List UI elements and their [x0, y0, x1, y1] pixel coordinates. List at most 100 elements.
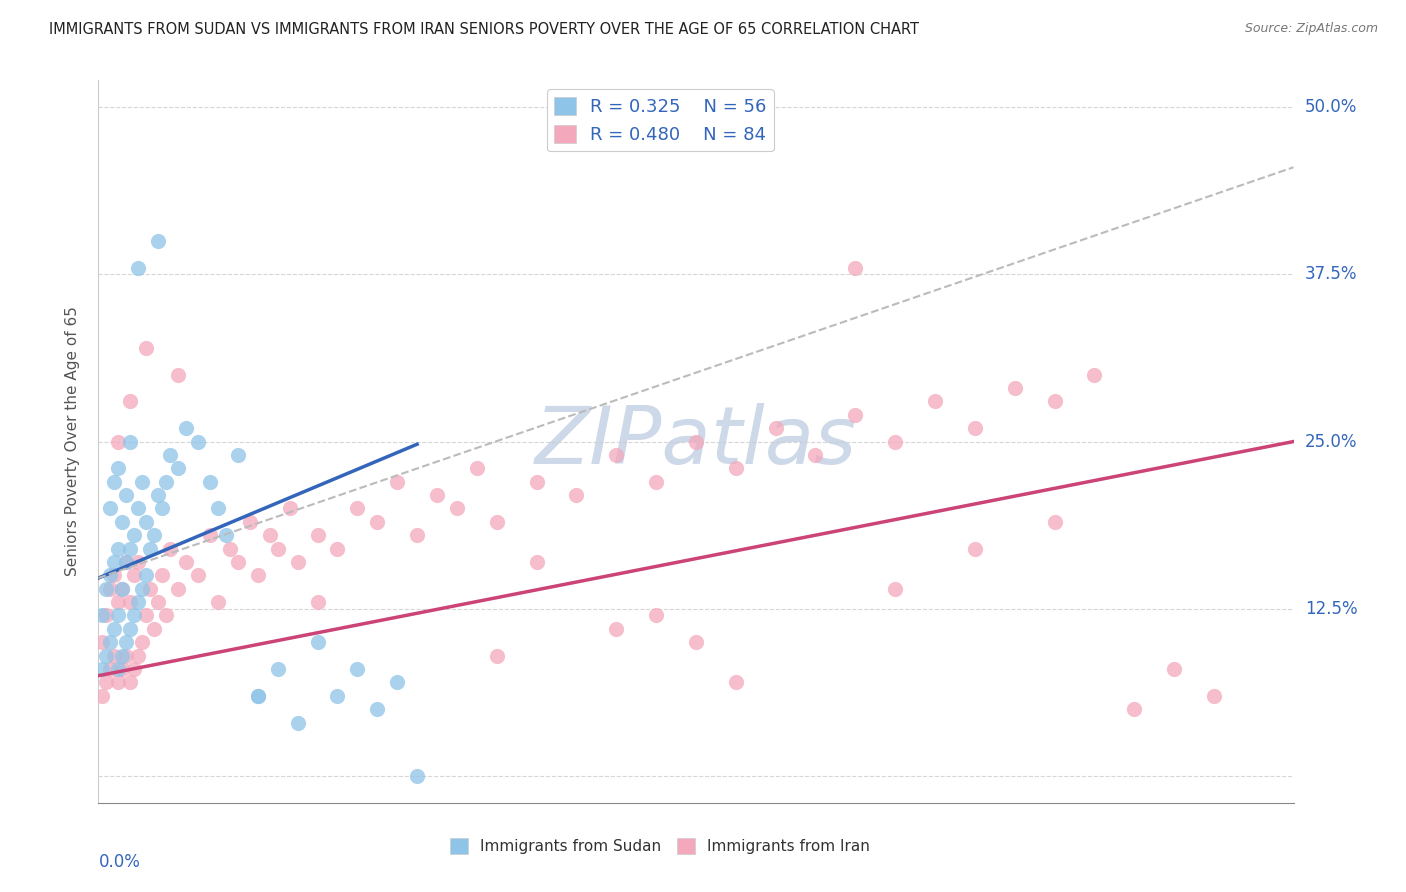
- Point: [366, 702, 388, 716]
- Point: [645, 475, 668, 489]
- Point: [107, 541, 129, 556]
- Point: [111, 582, 134, 596]
- Point: [246, 689, 269, 703]
- Point: [1123, 702, 1146, 716]
- Point: [98, 635, 122, 649]
- Point: [96, 608, 118, 623]
- Point: [120, 394, 142, 409]
- Point: [167, 582, 190, 596]
- Point: [187, 568, 209, 582]
- Text: 12.5%: 12.5%: [1305, 599, 1357, 618]
- Point: [103, 648, 125, 663]
- Point: [103, 475, 125, 489]
- Text: 50.0%: 50.0%: [1305, 98, 1357, 116]
- Point: [239, 515, 262, 529]
- Point: [724, 461, 747, 475]
- Point: [765, 421, 787, 435]
- Point: [155, 475, 177, 489]
- Point: [120, 434, 142, 449]
- Point: [287, 715, 309, 730]
- Point: [326, 689, 349, 703]
- Point: [127, 501, 149, 516]
- Point: [485, 648, 508, 663]
- Point: [844, 260, 866, 275]
- Point: [385, 675, 409, 690]
- Point: [963, 541, 986, 556]
- Point: [103, 568, 125, 582]
- Point: [111, 662, 134, 676]
- Point: [924, 394, 946, 409]
- Point: [605, 622, 627, 636]
- Point: [131, 635, 153, 649]
- Point: [187, 434, 209, 449]
- Point: [287, 555, 309, 569]
- Point: [139, 541, 162, 556]
- Point: [143, 622, 166, 636]
- Point: [685, 635, 707, 649]
- Point: [1043, 515, 1066, 529]
- Point: [91, 608, 114, 623]
- Text: IMMIGRANTS FROM SUDAN VS IMMIGRANTS FROM IRAN SENIORS POVERTY OVER THE AGE OF 65: IMMIGRANTS FROM SUDAN VS IMMIGRANTS FROM…: [49, 22, 920, 37]
- Point: [426, 488, 449, 502]
- Point: [155, 608, 177, 623]
- Point: [307, 595, 329, 609]
- Point: [226, 555, 249, 569]
- Point: [406, 769, 429, 783]
- Point: [219, 541, 242, 556]
- Point: [174, 555, 197, 569]
- Point: [278, 501, 301, 516]
- Point: [215, 528, 238, 542]
- Point: [159, 541, 181, 556]
- Point: [307, 528, 329, 542]
- Point: [107, 675, 129, 690]
- Text: 37.5%: 37.5%: [1305, 265, 1357, 284]
- Point: [135, 608, 157, 623]
- Point: [103, 555, 125, 569]
- Point: [1004, 381, 1026, 395]
- Point: [167, 461, 190, 475]
- Point: [150, 568, 173, 582]
- Point: [485, 515, 508, 529]
- Point: [307, 635, 329, 649]
- Point: [91, 689, 114, 703]
- Point: [120, 541, 142, 556]
- Point: [131, 582, 153, 596]
- Point: [406, 528, 429, 542]
- Point: [844, 408, 866, 422]
- Point: [135, 515, 157, 529]
- Point: [124, 662, 146, 676]
- Point: [127, 555, 149, 569]
- Point: [115, 555, 138, 569]
- Point: [685, 434, 707, 449]
- Point: [143, 528, 166, 542]
- Point: [135, 341, 157, 355]
- Point: [107, 608, 129, 623]
- Point: [124, 568, 146, 582]
- Point: [246, 568, 269, 582]
- Point: [1043, 394, 1066, 409]
- Point: [98, 568, 122, 582]
- Point: [131, 475, 153, 489]
- Point: [267, 541, 290, 556]
- Point: [385, 475, 409, 489]
- Y-axis label: Seniors Poverty Over the Age of 65: Seniors Poverty Over the Age of 65: [65, 307, 80, 576]
- Text: Source: ZipAtlas.com: Source: ZipAtlas.com: [1244, 22, 1378, 36]
- Point: [605, 448, 627, 462]
- Point: [111, 582, 134, 596]
- Point: [135, 568, 157, 582]
- Point: [124, 608, 146, 623]
- Point: [804, 448, 827, 462]
- Point: [159, 448, 181, 462]
- Point: [115, 555, 138, 569]
- Point: [346, 662, 368, 676]
- Point: [111, 515, 134, 529]
- Point: [96, 675, 118, 690]
- Point: [120, 595, 142, 609]
- Text: 25.0%: 25.0%: [1305, 433, 1357, 450]
- Point: [1163, 662, 1185, 676]
- Point: [148, 488, 170, 502]
- Point: [565, 488, 588, 502]
- Point: [174, 421, 197, 435]
- Point: [103, 622, 125, 636]
- Text: ZIPatlas: ZIPatlas: [534, 402, 858, 481]
